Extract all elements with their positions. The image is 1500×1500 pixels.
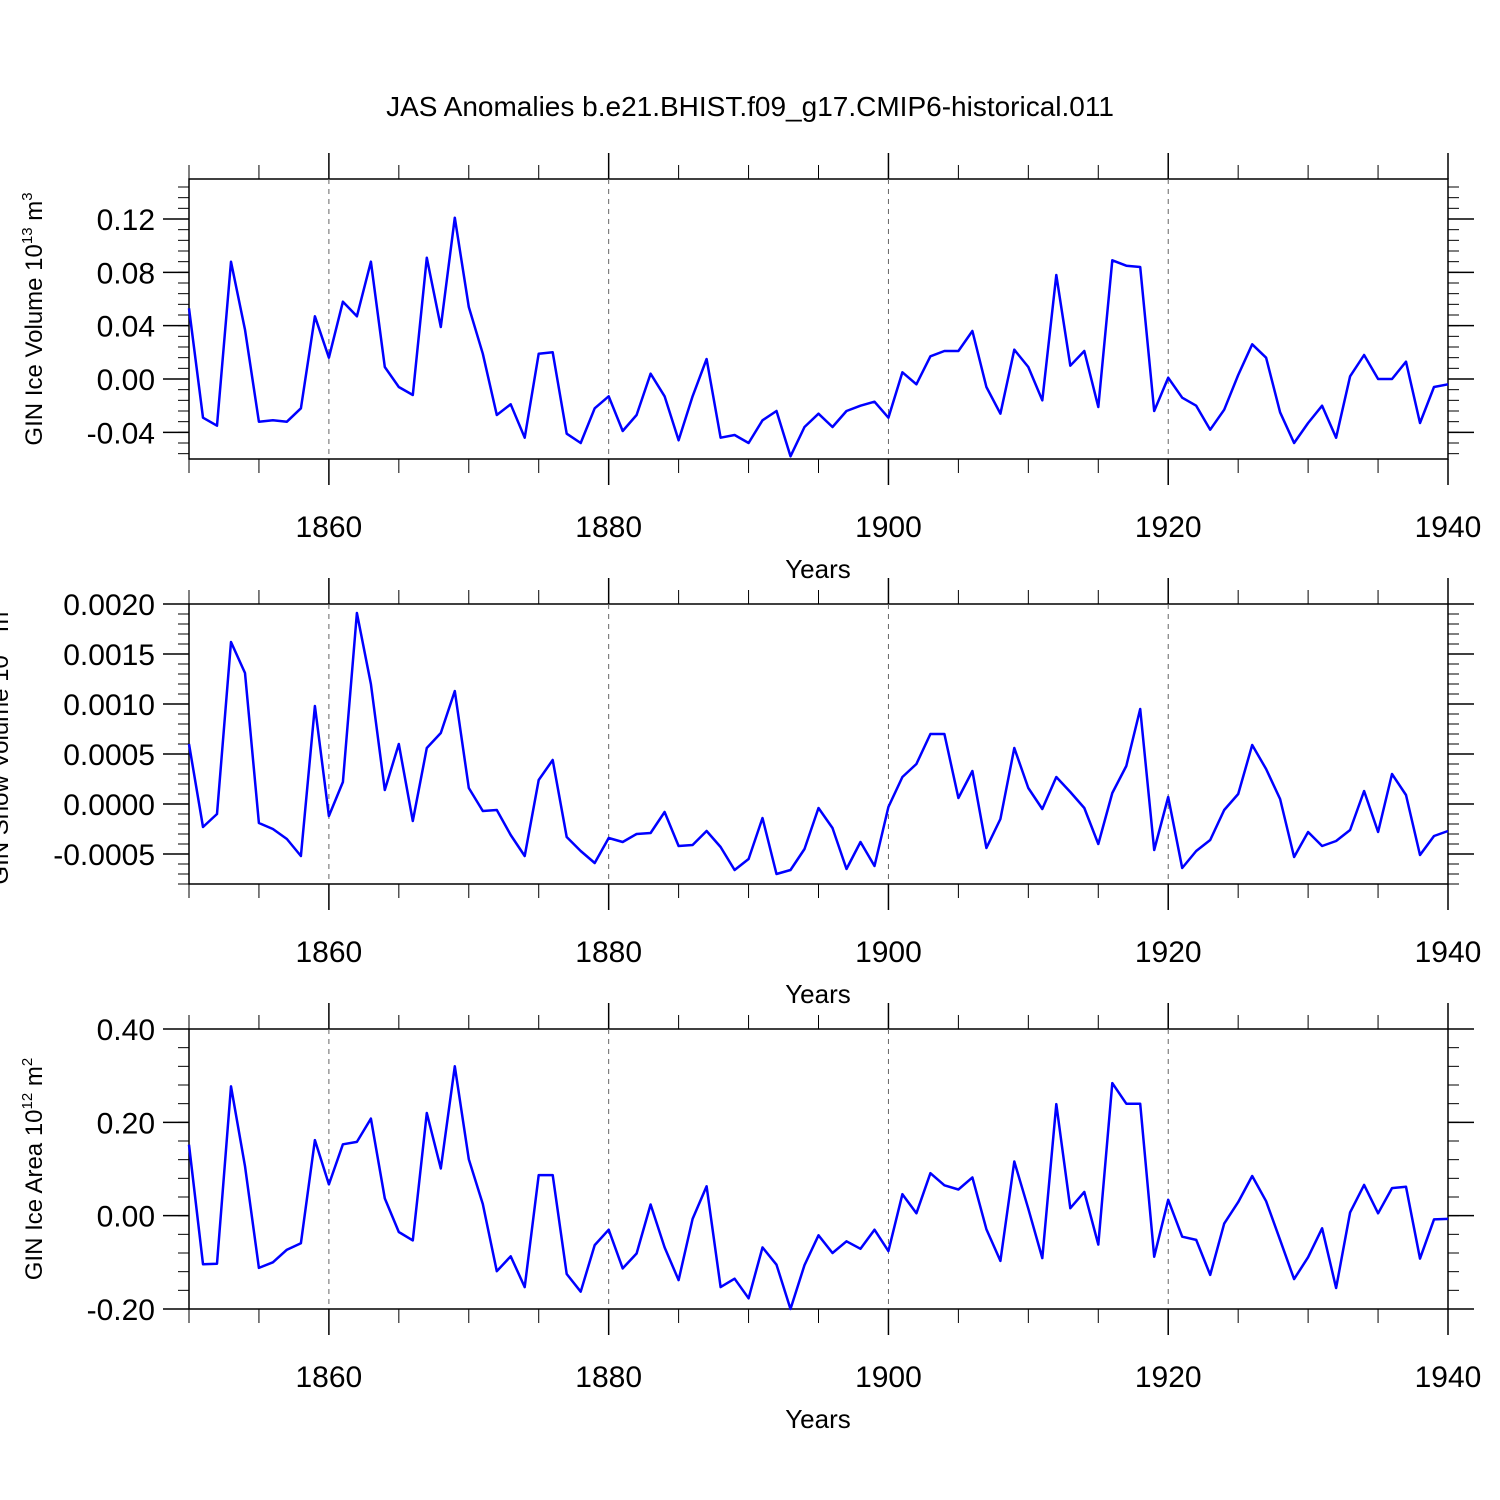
y-tick-label: 0.08 — [97, 257, 155, 290]
ylabel-unit: m — [0, 612, 14, 639]
ice-area-line — [187, 1065, 1449, 1311]
y-tick-label: -0.04 — [87, 417, 155, 450]
y-tick-label: 0.04 — [97, 311, 155, 344]
x-axis-label: Years — [785, 1404, 851, 1434]
y-tick-label: 0.0015 — [63, 639, 155, 672]
ice-volume-line — [187, 216, 1449, 458]
x-tick-label: 1920 — [1135, 1361, 1202, 1394]
y-tick-label: 0.00 — [97, 364, 155, 397]
ylabel-exponent: 13 — [0, 638, 2, 655]
x-tick-label: 1860 — [296, 511, 363, 544]
x-tick-label: 1940 — [1415, 936, 1482, 969]
y-tick-label: 0.0020 — [63, 589, 155, 622]
x-tick-label: 1860 — [296, 936, 363, 969]
x-axis-label: Years — [785, 979, 851, 1009]
y-tick-label: 0.12 — [97, 204, 155, 237]
y-tick-label: 0.0010 — [63, 689, 155, 722]
y-axis-ticks: -0.20 0.00 0.20 0.40 — [87, 1014, 1474, 1327]
chart-title: JAS Anomalies b.e21.BHIST.f09_g17.CMIP6-… — [386, 91, 1114, 122]
ylabel-text: GIN Snow Volume 10 — [0, 655, 14, 884]
x-tick-label: 1880 — [575, 1361, 642, 1394]
x-tick-label: 1880 — [575, 511, 642, 544]
ylabel-exponent: 12 — [19, 1093, 36, 1110]
x-axis-ticks: 1860 1880 1900 1920 1940 — [296, 578, 1482, 969]
x-axis-label: Years — [785, 554, 851, 584]
y-axis-label: GIN Ice Area 1012 m2 — [19, 1058, 48, 1280]
panel-ice-volume: -0.04 0.00 0.04 0.08 0.12 1860 1880 1900 1920 19… — [19, 153, 1481, 584]
x-tick-label: 1940 — [1415, 511, 1482, 544]
minor-ticks — [178, 590, 1459, 898]
y-axis-ticks: -0.04 0.00 0.04 0.08 0.12 — [87, 204, 1474, 450]
x-tick-label: 1880 — [575, 936, 642, 969]
panel-snow-volume: -0.0005 0.0000 0.0005 0.0010 0.0015 0.0020 18… — [0, 578, 1481, 1009]
vertical-gridlines — [328, 179, 1169, 459]
x-axis-ticks: 1860 1880 1900 1920 1940 — [296, 1003, 1482, 1394]
vertical-gridlines — [328, 604, 1169, 884]
ylabel-unit: m — [21, 1066, 48, 1093]
ylabel-unit-exponent: 2 — [19, 1058, 36, 1066]
y-axis-label: GIN Snow Volume 1013 m3 — [0, 603, 14, 884]
y-tick-label: -0.0005 — [53, 839, 155, 872]
x-axis-ticks: 1860 1880 1900 1920 1940 — [296, 153, 1482, 544]
ylabel-text: GIN Ice Area 10 — [21, 1109, 48, 1280]
panel-ice-area: -0.20 0.00 0.20 0.40 1860 1880 1900 1920 1940 Y… — [19, 1003, 1481, 1434]
snow-volume-line — [187, 611, 1449, 876]
x-tick-label: 1900 — [855, 936, 922, 969]
plot-frame — [188, 1028, 1449, 1310]
ylabel-unit: m — [21, 201, 48, 228]
vertical-gridlines — [328, 1029, 1169, 1309]
y-axis-ticks: -0.0005 0.0000 0.0005 0.0010 0.0015 0.0020 — [53, 589, 1474, 872]
x-tick-label: 1940 — [1415, 1361, 1482, 1394]
y-tick-label: -0.20 — [87, 1294, 155, 1327]
ylabel-unit-exponent: 3 — [0, 603, 2, 611]
y-axis-label: GIN Ice Volume 1013 m3 — [19, 192, 48, 445]
x-tick-label: 1900 — [855, 1361, 922, 1394]
ylabel-exponent: 13 — [19, 227, 36, 244]
minor-ticks — [178, 1015, 1459, 1323]
y-tick-label: 0.0005 — [63, 739, 155, 772]
x-tick-label: 1920 — [1135, 936, 1202, 969]
y-tick-label: 0.20 — [97, 1107, 155, 1140]
ylabel-unit-exponent: 3 — [19, 192, 36, 200]
x-tick-label: 1900 — [855, 511, 922, 544]
y-tick-label: 0.0000 — [63, 789, 155, 822]
y-tick-label: 0.40 — [97, 1014, 155, 1047]
minor-ticks — [178, 165, 1459, 473]
ylabel-text: GIN Ice Volume 10 — [21, 244, 48, 445]
x-tick-label: 1860 — [296, 1361, 363, 1394]
y-tick-label: 0.00 — [97, 1201, 155, 1234]
x-tick-label: 1920 — [1135, 511, 1202, 544]
